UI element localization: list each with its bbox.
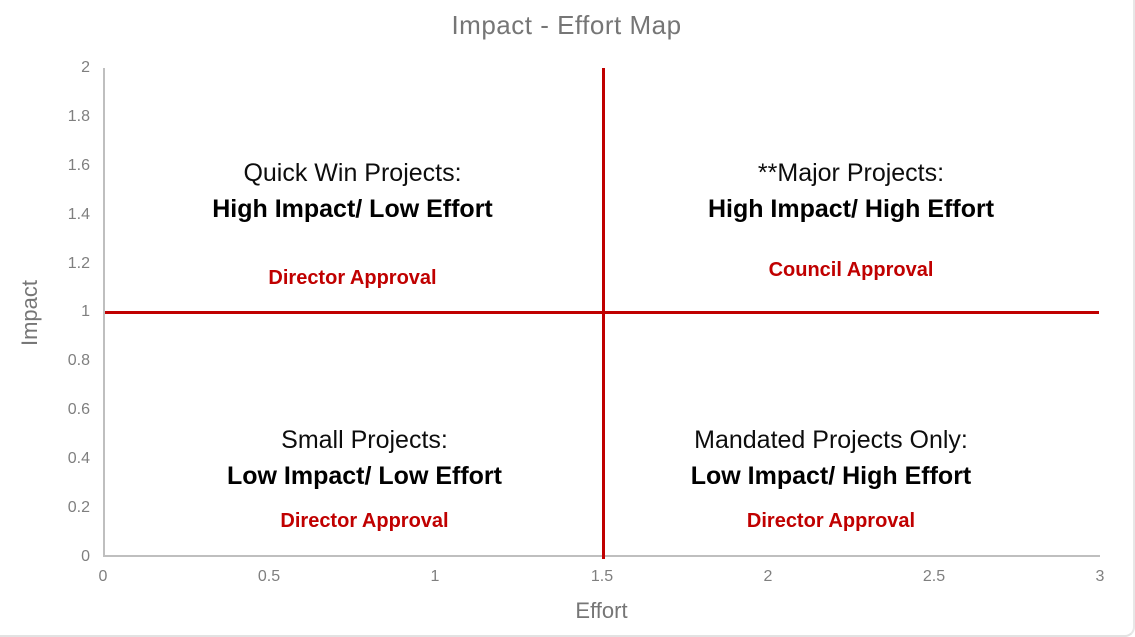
- quadrant-approval: Council Approval: [768, 259, 934, 281]
- y-tick-label: 1: [81, 303, 90, 320]
- y-tick-label: 0.2: [67, 499, 90, 516]
- x-tick-label: 0.5: [257, 568, 281, 585]
- y-tick-label: 2: [81, 59, 90, 76]
- x-tick-label: 3: [1095, 568, 1105, 585]
- quadrant-name: Small Projects:: [281, 426, 448, 454]
- y-tick-label: 0.8: [67, 352, 90, 369]
- x-tick-label: 1: [430, 568, 440, 585]
- vertical-divider-line: [602, 68, 605, 559]
- x-axis-title: Effort: [575, 598, 628, 623]
- quadrant-name: Mandated Projects Only:: [694, 426, 968, 454]
- y-axis-title: Impact: [17, 279, 42, 347]
- quadrant-detail: Low Impact/ High Effort: [690, 462, 972, 490]
- y-axis-ticks: 2 1.8 1.6 1.4 1.2 1 0.8 0.6 0.4 0.2 0: [0, 59, 90, 565]
- y-tick-label: 1.6: [67, 157, 90, 174]
- plot-area: [103, 68, 1100, 559]
- quadrant-approval: Director Approval: [746, 510, 916, 532]
- y-tick-label: 1.4: [67, 206, 90, 223]
- quadrant-top-left: Quick Win Projects: High Impact/ Low Eff…: [103, 155, 602, 290]
- x-axis-ticks: 0 0.5 1 1.5 2 2.5 3: [99, 567, 1105, 589]
- y-tick-label: 1.2: [67, 255, 90, 272]
- x-tick-label: 1.5: [590, 568, 614, 585]
- quadrant-detail: Low Impact/ Low Effort: [227, 462, 502, 490]
- quadrant-detail: High Impact/ High Effort: [707, 195, 995, 223]
- y-tick-label: 0: [81, 548, 90, 565]
- y-tick-label: 0.4: [67, 450, 90, 467]
- x-tick-label: 2.5: [922, 568, 946, 585]
- y-tick-label: 0.6: [67, 401, 90, 418]
- y-tick-label: 1.8: [67, 108, 90, 125]
- quadrant-top-right: **Major Projects: High Impact/ High Effo…: [602, 155, 1100, 282]
- quadrant-name: Quick Win Projects:: [243, 159, 462, 187]
- x-tick-label: 2: [763, 568, 773, 585]
- quadrant-name: **Major Projects:: [757, 159, 945, 187]
- quadrant-approval: Director Approval: [268, 267, 437, 289]
- quadrant-bottom-left: Small Projects: Low Impact/ Low Effort D…: [115, 422, 614, 533]
- chart-title: Impact - Effort Map: [451, 10, 682, 40]
- quadrant-detail: High Impact/ Low Effort: [212, 195, 493, 223]
- quadrant-approval: Director Approval: [280, 510, 449, 532]
- quadrant-bottom-right: Mandated Projects Only: Low Impact/ High…: [602, 422, 1060, 533]
- x-tick-label: 0: [98, 568, 108, 585]
